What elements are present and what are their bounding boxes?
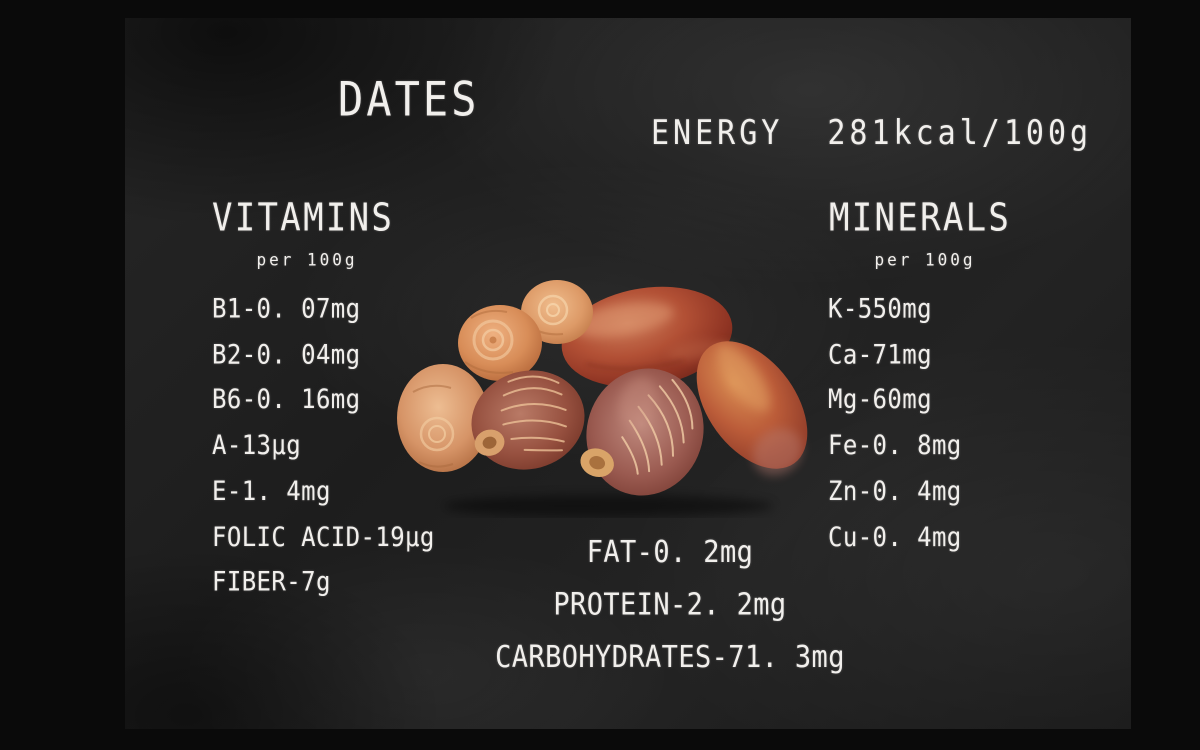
date-glossy-right bbox=[696, 341, 808, 476]
vitamins-heading: VITAMINS bbox=[212, 196, 395, 241]
mineral-item: Ca-71mg bbox=[828, 338, 932, 370]
macro-item: FAT-0. 2mg bbox=[586, 534, 754, 570]
date-streaked-bottom bbox=[580, 368, 704, 496]
macros-list: FAT-0. 2mg PROTEIN-2. 2mg CARBOHYDRATES-… bbox=[420, 526, 920, 684]
energy-line: ENERGY 281kcal/100g bbox=[651, 114, 1092, 153]
page-title: DATES bbox=[338, 72, 480, 127]
vitamin-item: A-13μg bbox=[212, 429, 302, 461]
dates-photo bbox=[397, 280, 808, 517]
vitamins-list: B1-0. 07mg B2-0. 04mg B6-0. 16mg A-13μg … bbox=[212, 286, 435, 605]
minerals-list: K-550mg Ca-71mg Mg-60mg Fe-0. 8mg Zn-0. … bbox=[828, 286, 962, 560]
energy-label: ENERGY bbox=[651, 114, 784, 154]
minerals-per-100g: per 100g bbox=[874, 250, 976, 270]
macro-item: CARBOHYDRATES-71. 3mg bbox=[495, 640, 845, 675]
mineral-item: Cu-0. 4mg bbox=[828, 520, 962, 553]
date-glossy-large bbox=[561, 286, 733, 388]
date-wrinkled-orange bbox=[458, 305, 542, 381]
vitamin-item: B2-0. 04mg bbox=[212, 338, 361, 370]
vitamin-item: B1-0. 07mg bbox=[212, 292, 361, 325]
pile-shadow bbox=[443, 495, 773, 517]
vitamin-item: E-1. 4mg bbox=[212, 475, 331, 507]
date-streaked-left bbox=[471, 370, 585, 470]
minerals-heading: MINERALS bbox=[829, 196, 1012, 241]
vitamin-item: FOLIC ACID-19μg bbox=[212, 520, 435, 553]
vitamins-per-100g: per 100g bbox=[256, 250, 358, 270]
mineral-item: K-550mg bbox=[828, 292, 932, 325]
mineral-item: Zn-0. 4mg bbox=[828, 475, 962, 507]
energy-value: 281kcal/100g bbox=[827, 114, 1093, 154]
vitamin-item: FIBER-7g bbox=[212, 566, 331, 598]
vitamin-item: B6-0. 16mg bbox=[212, 383, 361, 416]
macro-item: PROTEIN-2. 2mg bbox=[553, 587, 787, 623]
mineral-item: Mg-60mg bbox=[828, 383, 932, 416]
date-wrinkled-left bbox=[397, 364, 489, 472]
mineral-item: Fe-0. 8mg bbox=[828, 429, 962, 461]
